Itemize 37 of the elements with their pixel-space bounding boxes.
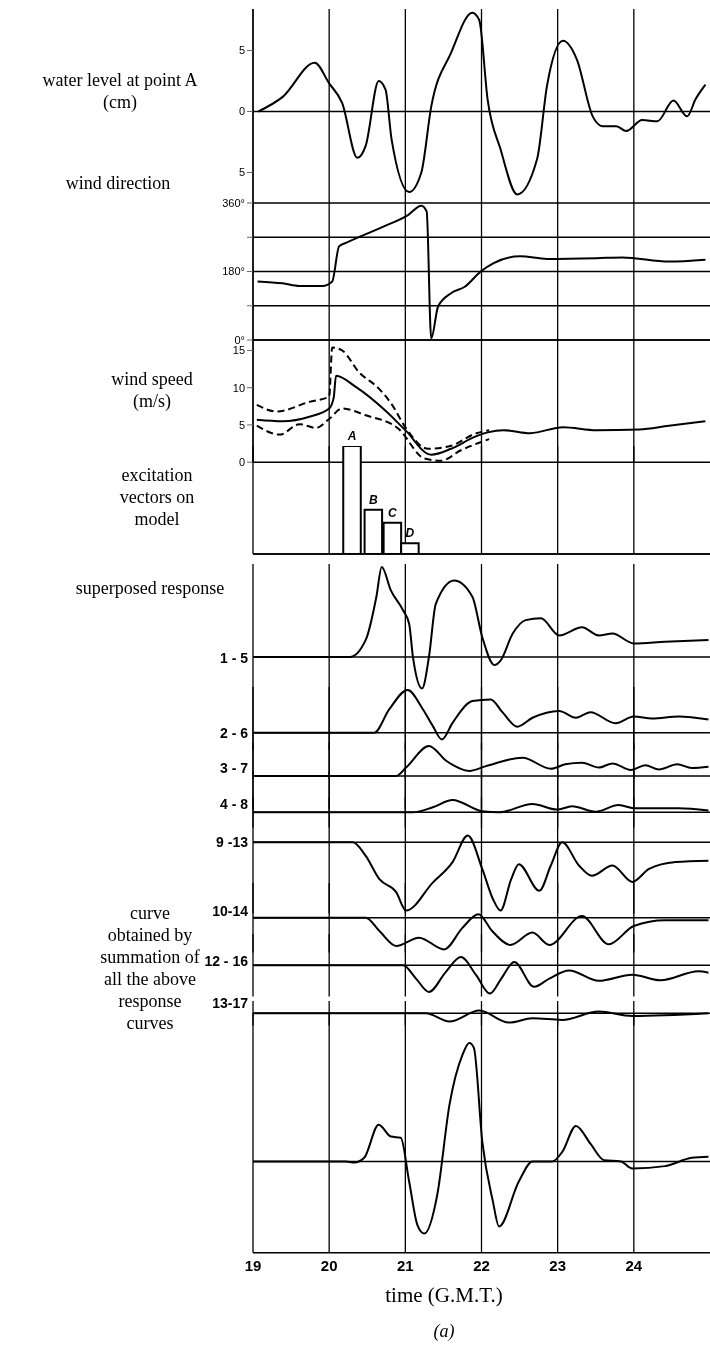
y-axis-title: 10-14 [212, 903, 248, 919]
y-axis-title: curve obtained by summation of all the above response curves [99, 902, 201, 1034]
y-axis-title: excitation vectors on model [118, 464, 196, 530]
y-axis-title: 12 - 16 [204, 953, 248, 969]
annotation: D [404, 525, 416, 542]
y-tick-label: 5 [238, 44, 245, 57]
y-axis-title: wind direction [64, 172, 172, 194]
y-axis-title: water level at point A (cm) [41, 69, 199, 113]
y-tick-label: 0° [234, 333, 245, 346]
text: (a) [432, 1320, 456, 1342]
x-tick-label: 19 [244, 1257, 262, 1275]
x-tick-label: 21 [397, 1257, 414, 1275]
x-tick-label: 23 [549, 1257, 566, 1275]
y-axis-title: 4 - 8 [219, 796, 248, 812]
x-axis-title: time (G.M.T.) [384, 1283, 504, 1308]
y-tick-label: 5 [238, 166, 245, 179]
y-tick-label: 180° [222, 265, 245, 278]
y-axis-title: wind speed (m/s) [110, 368, 194, 412]
y-axis-title: 1 - 5 [219, 650, 248, 666]
y-axis-title: 2 - 6 [219, 725, 248, 741]
x-tick-label: 24 [625, 1257, 643, 1275]
x-tick-label: 20 [320, 1257, 338, 1275]
y-axis-title: 9 -13 [216, 834, 248, 850]
annotation: B [368, 491, 379, 508]
y-tick-label: 15 [232, 343, 246, 356]
annotation: A [346, 428, 358, 444]
annotation: C [387, 504, 398, 521]
y-tick-label: 5 [238, 418, 246, 431]
y-tick-label: 10 [232, 381, 246, 394]
y-axis-title: 3 - 7 [219, 760, 248, 776]
y-tick-label: 360° [222, 196, 245, 209]
line-series [256, 204, 707, 340]
y-axis-title: 13-17 [212, 995, 248, 1011]
x-tick-label: 22 [473, 1257, 490, 1275]
y-tick-label: 0 [238, 455, 246, 468]
y-tick-label: 0 [238, 105, 245, 118]
text: superposed response [74, 577, 226, 599]
